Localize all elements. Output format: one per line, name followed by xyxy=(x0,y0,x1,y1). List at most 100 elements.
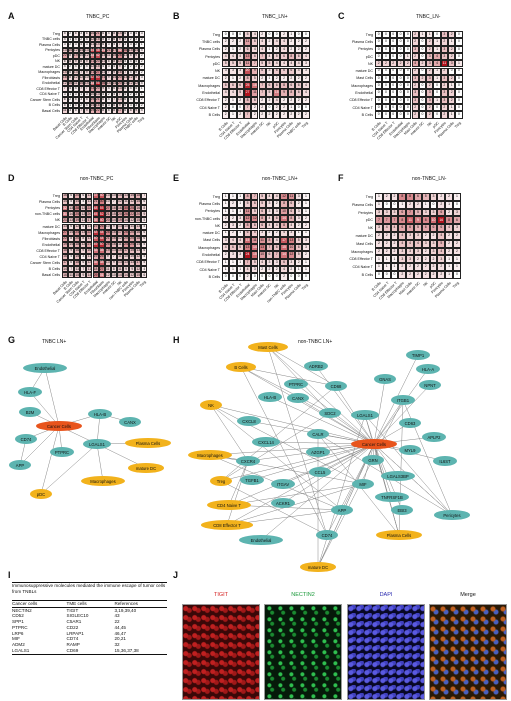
heatmap-cell: 0 xyxy=(236,31,244,39)
network-node-gene[interactable]: EBI3 xyxy=(391,505,413,515)
heatmap-cell: 3 xyxy=(106,42,112,48)
network-node-gene[interactable]: ITGB1 xyxy=(391,395,415,405)
heatmap-row-label: Cancer Stem Cells xyxy=(30,97,60,102)
network-node-gene[interactable]: Endothelial xyxy=(23,363,67,373)
heatmap-cell: 17 xyxy=(280,236,288,245)
network-node-cell[interactable]: NK xyxy=(200,400,222,410)
heatmap-cell: 5 xyxy=(68,199,75,206)
heatmap-cell: 4 xyxy=(287,60,295,68)
heatmap-cell: 2 xyxy=(67,42,73,48)
network-node-center[interactable]: Cancer Cells xyxy=(350,439,398,449)
heatmap-cell: 2 xyxy=(222,45,230,53)
heatmap-cell: 2 xyxy=(414,200,422,209)
network-node-center[interactable]: Cancer Cells xyxy=(35,421,83,431)
network-node-cell[interactable]: Macrophages xyxy=(81,476,125,486)
network-node-gene[interactable]: TNFRSF1B xyxy=(375,492,409,502)
network-node-gene[interactable]: HLA-A xyxy=(416,364,440,374)
network-node-gene[interactable]: CALR xyxy=(307,429,329,439)
network-node-gene[interactable]: CD74 xyxy=(316,530,338,540)
network-node-cell[interactable]: Macrophages xyxy=(188,450,232,460)
network-node-gene[interactable]: APP xyxy=(9,460,31,470)
heatmap-cell: 0 xyxy=(302,273,310,281)
heatmap-cell: 2 xyxy=(302,45,310,53)
network-node-gene[interactable]: HLA-B xyxy=(88,409,112,419)
network-node-gene[interactable]: CCL5 xyxy=(309,467,331,477)
heatmap-cell: 2 xyxy=(258,96,266,104)
network-node-gene[interactable]: CD63 xyxy=(399,418,421,428)
network-node-cell[interactable]: CD4 Naive T xyxy=(207,500,251,510)
heatmap-cell: 2 xyxy=(236,96,244,104)
network-node-gene[interactable]: IL6ST xyxy=(433,456,457,466)
network-node-gene[interactable]: B2M xyxy=(19,407,41,417)
network-node-gene[interactable]: MIF xyxy=(352,479,374,489)
network-node-gene[interactable]: LGALS3BP xyxy=(381,471,415,481)
network-node-cell[interactable]: Treg xyxy=(210,476,232,486)
heatmap-cell: 2 xyxy=(404,60,412,68)
heatmap-cell: 13 xyxy=(135,223,142,230)
heatmap-cell: 26 xyxy=(122,47,128,53)
network-node-cell[interactable]: Plasma Cells xyxy=(375,530,423,540)
network-node-gene[interactable]: SDC2 xyxy=(319,408,341,418)
network-node-gene[interactable]: CANX xyxy=(119,417,141,427)
network-node-cell[interactable]: mature DC xyxy=(299,562,337,572)
network-node-gene[interactable]: ACKR1 xyxy=(271,498,295,508)
network-node-gene[interactable]: Endothelial xyxy=(239,535,283,545)
network-node-gene[interactable]: MYL9 xyxy=(399,445,421,455)
heatmap-cell: 0 xyxy=(375,38,383,46)
network-node-gene[interactable]: PTPRC xyxy=(284,379,308,389)
network-node-gene[interactable]: HLA-B xyxy=(258,392,282,402)
heatmap-cell: 12 xyxy=(129,199,136,206)
heatmap-cell: 2 xyxy=(106,91,112,97)
network-node-gene[interactable]: CXCR4 xyxy=(236,456,260,466)
network-node-gene[interactable]: Pericytes xyxy=(433,510,471,520)
heatmap-cell: 3 xyxy=(453,208,461,217)
heatmap-cell: 2 xyxy=(406,271,414,279)
heatmap-cell: 13 xyxy=(62,47,68,53)
network-node-cell[interactable]: Mast Cells xyxy=(248,342,288,352)
heatmap-cell: 5 xyxy=(273,52,281,61)
heatmap-cell: 4 xyxy=(258,38,266,46)
network-node-cell[interactable]: pDC xyxy=(30,489,52,499)
network-node-cell[interactable]: B Cells xyxy=(225,362,257,372)
heatmap-cell: 0 xyxy=(375,96,383,104)
network-node-gene[interactable]: CD74 xyxy=(15,434,37,444)
network-node-gene[interactable]: CXCL14 xyxy=(252,437,280,447)
network-node-gene[interactable]: CXCL8 xyxy=(237,416,261,426)
network-node-cell[interactable]: CD8 Effector T xyxy=(200,520,254,530)
network-node-gene[interactable]: NPNT xyxy=(419,380,441,390)
heatmap-cell: 6 xyxy=(222,82,230,90)
network-node-gene[interactable]: LGALS1 xyxy=(351,410,379,420)
network-node-gene[interactable]: LGALS1 xyxy=(83,439,111,449)
heatmap-cell: 4 xyxy=(73,102,79,108)
network-node-cell[interactable]: Plasma Cells xyxy=(124,438,172,448)
network-node-gene[interactable]: ITGAV xyxy=(271,479,295,489)
heatmap-cell: 6 xyxy=(111,86,117,92)
network-edge xyxy=(373,443,399,477)
heatmap-cell: 9 xyxy=(280,89,288,97)
network-node-gene[interactable]: CD68 xyxy=(325,381,347,391)
heatmap-cell: 2 xyxy=(440,82,448,90)
panel-f-label: F xyxy=(338,173,344,183)
heatmap-cell: 18 xyxy=(62,247,69,254)
network-node-gene[interactable]: ADRB2 xyxy=(304,361,328,371)
network-node-gene[interactable]: TIMP1 xyxy=(406,350,430,360)
network-node-gene[interactable]: HLA-F xyxy=(18,387,42,397)
network-node-gene[interactable]: CANX xyxy=(287,393,309,403)
network-node-gene[interactable]: TGFB1 xyxy=(240,475,264,485)
network-node-gene[interactable]: GRN xyxy=(362,455,384,465)
heatmap-cell: 8 xyxy=(398,216,407,225)
network-node-cell[interactable]: mature DC xyxy=(127,463,165,473)
heatmap-cell: 1 xyxy=(433,67,441,75)
network-node-gene[interactable]: AZGP1 xyxy=(306,447,330,457)
network-node-gene[interactable]: APLP2 xyxy=(422,432,446,442)
heatmap-row-label: Pericytes xyxy=(205,209,220,214)
network-node-gene[interactable]: GNAS xyxy=(374,374,396,384)
network-node-gene[interactable]: APP xyxy=(331,505,353,515)
network-node-gene[interactable]: PTPRC xyxy=(50,447,74,457)
heatmap-cell: 0 xyxy=(455,89,463,97)
heatmap-cell: 0 xyxy=(295,104,303,112)
heatmap-cell: 1 xyxy=(448,82,456,90)
heatmap-cell: 13 xyxy=(68,217,75,224)
heatmap-cell: 6 xyxy=(68,260,75,267)
heatmap-cell: 22 xyxy=(129,211,136,218)
